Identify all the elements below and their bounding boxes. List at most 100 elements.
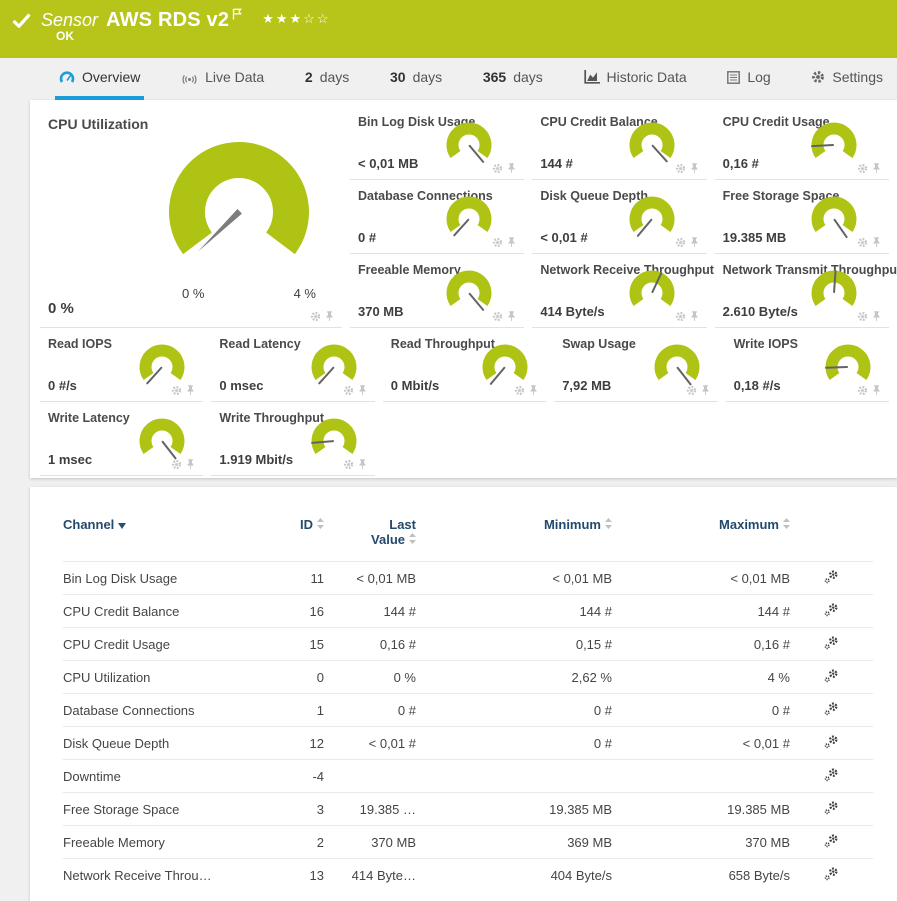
featured-gauge-tile[interactable]: CPU Utilization 0 % 4 % 0 %	[40, 106, 342, 328]
gauge-tile[interactable]: Database Connections 0 #	[350, 180, 524, 254]
channel-settings-icon[interactable]	[824, 569, 839, 584]
pin-icon[interactable]	[690, 236, 699, 248]
gear-icon[interactable]	[492, 163, 503, 174]
gauge-tile[interactable]: Disk Queue Depth < 0,01 #	[532, 180, 706, 254]
gear-icon[interactable]	[310, 311, 321, 322]
gauge-value: 0 Mbit/s	[391, 378, 439, 393]
table-row[interactable]: Freeable Memory 2 370 MB 369 MB 370 MB	[63, 826, 873, 859]
id-cell: 15	[268, 628, 328, 661]
gauge-tile[interactable]: Read IOPS 0 #/s	[40, 328, 203, 402]
gear-icon[interactable]	[857, 163, 868, 174]
pin-icon[interactable]	[325, 310, 334, 322]
gauge-tile[interactable]: Swap Usage 7,92 MB	[554, 328, 717, 402]
pin-icon[interactable]	[872, 162, 881, 174]
column-header[interactable]: Minimum	[420, 503, 616, 562]
column-header[interactable]: Channel	[63, 503, 268, 562]
table-row[interactable]: Disk Queue Depth 12 < 0,01 # 0 # < 0,01 …	[63, 727, 873, 760]
gauge-tile[interactable]: CPU Credit Usage 0,16 #	[715, 106, 889, 180]
tab-live-data[interactable]: Live Data	[177, 58, 268, 100]
star-icon[interactable]: ★	[262, 11, 276, 26]
mini-gauge	[625, 193, 679, 241]
tab-historic-data[interactable]: Historic Data	[580, 58, 691, 100]
table-row[interactable]: Free Storage Space 3 19.385 … 19.385 MB …	[63, 793, 873, 826]
gear-icon[interactable]	[171, 385, 182, 396]
pin-icon[interactable]	[358, 384, 367, 396]
gauge-tile[interactable]: Freeable Memory 370 MB	[350, 254, 524, 328]
gear-icon[interactable]	[492, 237, 503, 248]
gear-icon[interactable]	[857, 311, 868, 322]
channel-settings-icon[interactable]	[824, 800, 839, 815]
column-header[interactable]: Maximum	[616, 503, 794, 562]
star-icon[interactable]: ☆	[317, 11, 331, 26]
gauge-tile[interactable]: Write Throughput 1.919 Mbit/s	[211, 402, 374, 476]
tab-365-days[interactable]: 365 days	[479, 58, 547, 100]
gauge-tile[interactable]: Read Throughput 0 Mbit/s	[383, 328, 546, 402]
pin-icon[interactable]	[690, 310, 699, 322]
tab-30-days[interactable]: 30 days	[386, 58, 446, 100]
gear-icon[interactable]	[857, 385, 868, 396]
tab-2-days[interactable]: 2 days	[301, 58, 353, 100]
gear-icon[interactable]	[675, 237, 686, 248]
table-row[interactable]: Database Connections 1 0 # 0 # 0 #	[63, 694, 873, 727]
tab-log[interactable]: Log	[723, 58, 774, 100]
channel-cell: Disk Queue Depth	[63, 727, 268, 760]
gear-icon[interactable]	[675, 163, 686, 174]
gauge-tile[interactable]: Read Latency 0 msec	[211, 328, 374, 402]
pin-icon[interactable]	[186, 458, 195, 470]
gauge-tile[interactable]: Write IOPS 0,18 #/s	[726, 328, 889, 402]
pin-icon[interactable]	[690, 162, 699, 174]
gauge-tile[interactable]: CPU Credit Balance 144 #	[532, 106, 706, 180]
gear-icon[interactable]	[675, 311, 686, 322]
gear-icon[interactable]	[514, 385, 525, 396]
column-header[interactable]: ID	[268, 503, 328, 562]
pin-icon[interactable]	[507, 236, 516, 248]
column-header[interactable]: Last Value	[328, 503, 420, 562]
gauge-tile[interactable]: Write Latency 1 msec	[40, 402, 203, 476]
pin-icon[interactable]	[507, 310, 516, 322]
gauge-scale-min: 0 %	[182, 286, 204, 301]
last-value-cell: 19.385 …	[328, 793, 420, 826]
pin-icon[interactable]	[529, 384, 538, 396]
favorite-flag-icon[interactable]	[232, 8, 242, 20]
pin-icon[interactable]	[872, 310, 881, 322]
table-row[interactable]: CPU Utilization 0 0 % 2,62 % 4 %	[63, 661, 873, 694]
table-row[interactable]: CPU Credit Balance 16 144 # 144 # 144 #	[63, 595, 873, 628]
star-icon[interactable]: ★	[276, 11, 290, 26]
channel-settings-icon[interactable]	[824, 602, 839, 617]
gear-icon[interactable]	[686, 385, 697, 396]
table-row[interactable]: Bin Log Disk Usage 11 < 0,01 MB < 0,01 M…	[63, 562, 873, 595]
gauge-value: 144 #	[540, 156, 573, 171]
gear-icon[interactable]	[857, 237, 868, 248]
star-icon[interactable]: ☆	[303, 11, 317, 26]
table-row[interactable]: Network Receive Throu… 13 414 Byte… 404 …	[63, 859, 873, 892]
pin-icon[interactable]	[701, 384, 710, 396]
pin-icon[interactable]	[507, 162, 516, 174]
gauge-tile[interactable]: Bin Log Disk Usage < 0,01 MB	[350, 106, 524, 180]
gear-icon[interactable]	[492, 311, 503, 322]
gear-icon[interactable]	[171, 459, 182, 470]
gauge-tile[interactable]: Network Receive Throughput 414 Byte/s	[532, 254, 706, 328]
gauge-value: 1 msec	[48, 452, 92, 467]
channel-settings-icon[interactable]	[824, 734, 839, 749]
channel-settings-icon[interactable]	[824, 701, 839, 716]
pin-icon[interactable]	[872, 384, 881, 396]
gear-icon[interactable]	[343, 459, 354, 470]
gauge-tile[interactable]: Network Transmit Throughput 2.610 Byte/s	[715, 254, 889, 328]
channel-settings-icon[interactable]	[824, 866, 839, 881]
pin-icon[interactable]	[872, 236, 881, 248]
last-value-cell: < 0,01 #	[328, 727, 420, 760]
table-row[interactable]: Downtime -4	[63, 760, 873, 793]
channel-settings-icon[interactable]	[824, 635, 839, 650]
pin-icon[interactable]	[186, 384, 195, 396]
gear-icon[interactable]	[343, 385, 354, 396]
channel-settings-icon[interactable]	[824, 668, 839, 683]
tab-settings[interactable]: Settings	[807, 58, 887, 100]
channel-cell: CPU Utilization	[63, 661, 268, 694]
star-icon[interactable]: ★	[290, 11, 304, 26]
channel-settings-icon[interactable]	[824, 767, 839, 782]
pin-icon[interactable]	[358, 458, 367, 470]
table-row[interactable]: CPU Credit Usage 15 0,16 # 0,15 # 0,16 #	[63, 628, 873, 661]
channel-settings-icon[interactable]	[824, 833, 839, 848]
gauge-tile[interactable]: Free Storage Space 19.385 MB	[715, 180, 889, 254]
tab-overview[interactable]: Overview	[55, 58, 144, 100]
